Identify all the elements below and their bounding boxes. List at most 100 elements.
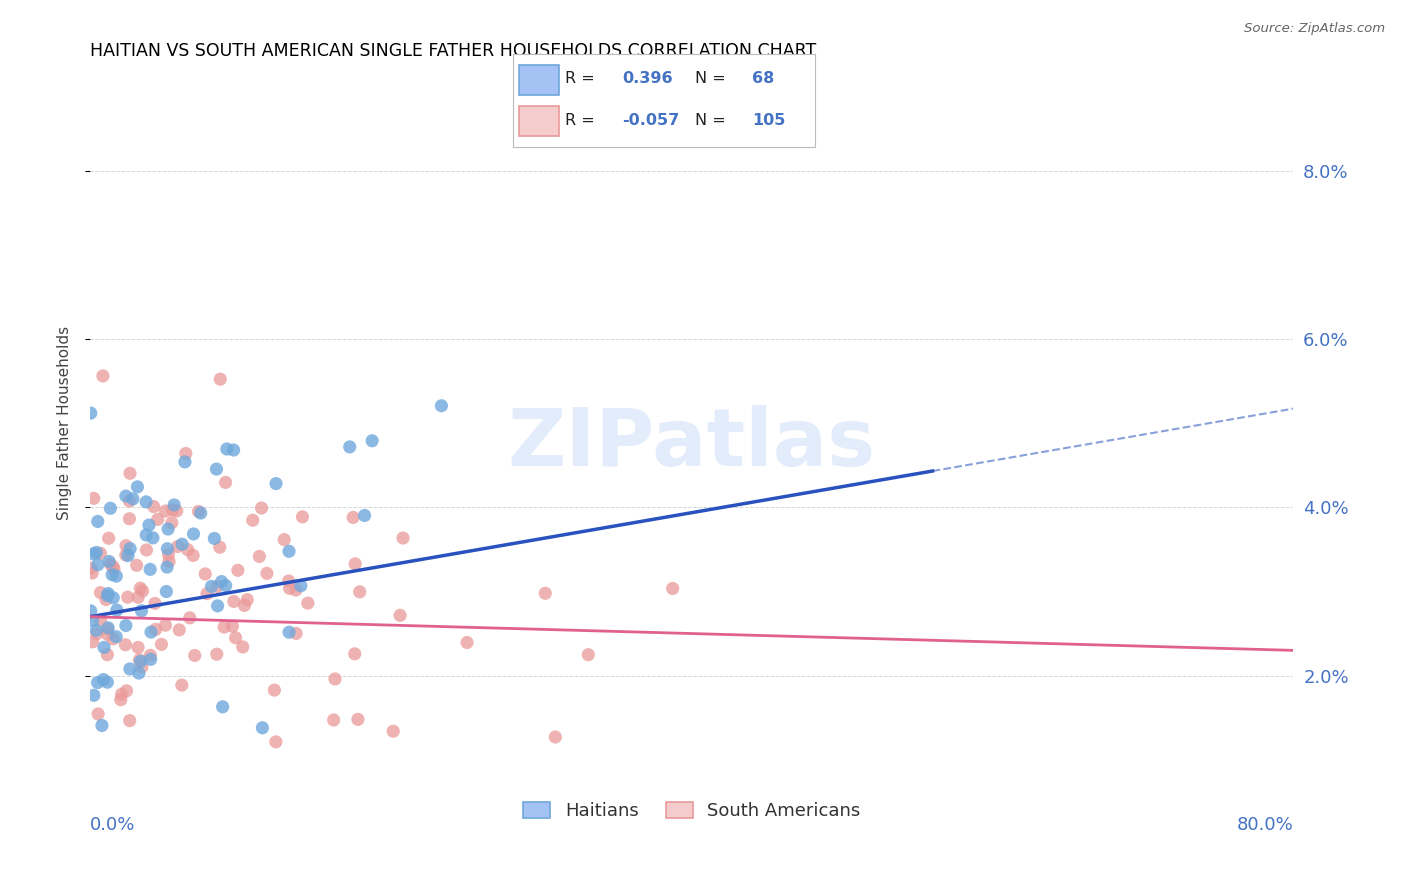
- Point: [103, 562, 125, 576]
- Point: [278, 625, 301, 640]
- Point: [174, 446, 197, 460]
- Point: [212, 620, 235, 634]
- FancyBboxPatch shape: [519, 65, 558, 95]
- Point: [211, 699, 233, 714]
- Point: [156, 541, 179, 556]
- Point: [146, 512, 169, 526]
- Point: [263, 683, 285, 698]
- Point: [118, 714, 141, 728]
- Point: [105, 777, 128, 791]
- Point: [80, 406, 103, 420]
- Point: [157, 554, 180, 568]
- Point: [87, 706, 110, 721]
- Point: [215, 442, 238, 456]
- Point: [127, 480, 149, 494]
- Point: [82, 566, 104, 580]
- Point: [214, 475, 236, 490]
- Point: [183, 648, 205, 663]
- Point: [117, 590, 139, 604]
- Point: [194, 566, 217, 581]
- Point: [207, 599, 229, 613]
- Point: [661, 582, 683, 596]
- Point: [215, 578, 238, 592]
- Point: [157, 522, 180, 536]
- Point: [87, 515, 110, 529]
- Text: 68: 68: [752, 71, 775, 87]
- Point: [291, 795, 314, 809]
- Point: [322, 713, 344, 727]
- Point: [252, 721, 274, 735]
- Point: [98, 554, 121, 568]
- Point: [382, 724, 405, 739]
- Point: [86, 626, 108, 640]
- Point: [236, 592, 259, 607]
- Text: R =: R =: [565, 112, 595, 128]
- Point: [183, 527, 205, 541]
- Point: [87, 558, 110, 572]
- Point: [190, 506, 212, 520]
- Point: [115, 539, 138, 553]
- Point: [115, 489, 138, 503]
- Point: [96, 675, 118, 690]
- Point: [110, 687, 132, 701]
- Point: [89, 585, 111, 599]
- FancyBboxPatch shape: [519, 106, 558, 136]
- Point: [208, 540, 231, 554]
- Point: [172, 537, 194, 551]
- Point: [118, 467, 141, 481]
- Point: [256, 566, 278, 581]
- Point: [138, 518, 160, 533]
- Point: [155, 504, 177, 518]
- Point: [93, 673, 115, 687]
- Point: [264, 735, 287, 749]
- Point: [353, 508, 375, 523]
- Point: [264, 476, 287, 491]
- Point: [143, 596, 166, 610]
- Point: [91, 368, 114, 383]
- Point: [284, 582, 307, 597]
- Point: [122, 491, 145, 506]
- Point: [349, 585, 371, 599]
- Point: [139, 648, 162, 663]
- Point: [155, 584, 177, 599]
- Point: [93, 640, 115, 655]
- Text: 0.396: 0.396: [621, 71, 672, 87]
- Point: [83, 491, 105, 506]
- Point: [389, 608, 412, 623]
- Point: [97, 622, 120, 636]
- Point: [142, 500, 165, 514]
- Point: [392, 531, 415, 545]
- Point: [187, 504, 209, 518]
- Point: [101, 632, 124, 646]
- Point: [131, 660, 153, 674]
- Point: [145, 623, 167, 637]
- Point: [105, 630, 128, 644]
- Point: [86, 675, 108, 690]
- Point: [174, 455, 197, 469]
- Point: [163, 498, 186, 512]
- Point: [89, 546, 111, 560]
- Point: [101, 560, 124, 574]
- Point: [205, 647, 228, 661]
- Point: [103, 591, 125, 605]
- Point: [209, 372, 232, 386]
- Point: [105, 569, 128, 583]
- Point: [128, 666, 150, 681]
- Point: [221, 619, 243, 633]
- Point: [115, 618, 138, 632]
- Point: [86, 624, 108, 638]
- Point: [120, 541, 142, 556]
- Point: [226, 563, 249, 577]
- Point: [110, 692, 132, 706]
- Text: 105: 105: [752, 112, 786, 128]
- Point: [202, 532, 225, 546]
- Text: R =: R =: [565, 71, 595, 87]
- Point: [242, 513, 264, 527]
- Point: [118, 494, 141, 508]
- Point: [157, 548, 180, 562]
- Point: [291, 509, 314, 524]
- Text: Source: ZipAtlas.com: Source: ZipAtlas.com: [1244, 22, 1385, 36]
- Point: [222, 594, 245, 608]
- Point: [125, 558, 148, 573]
- Point: [156, 560, 179, 574]
